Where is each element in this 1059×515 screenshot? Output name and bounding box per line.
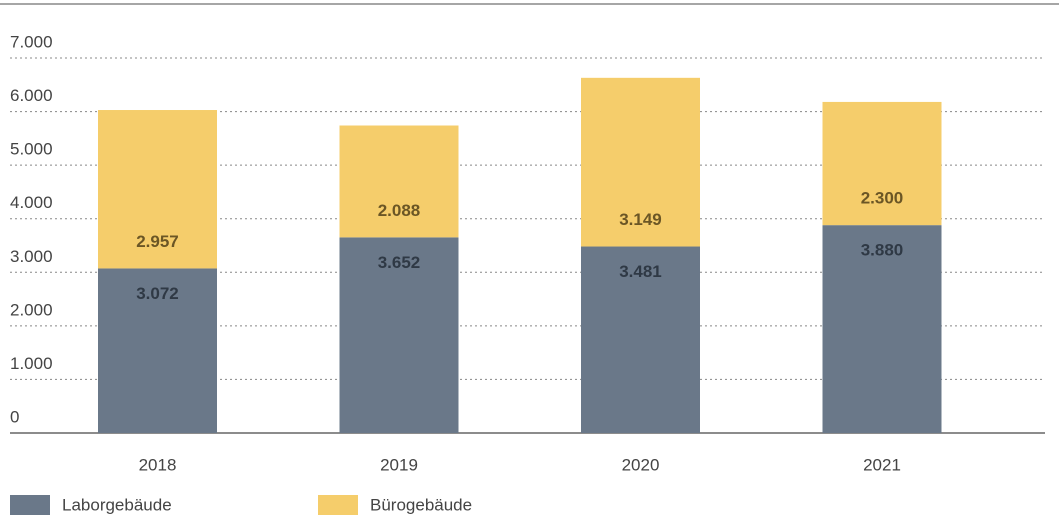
data-label: 2.088 [378,201,421,220]
bar-segment [581,246,700,433]
bar-segment [98,110,217,269]
x-tick-label: 2021 [863,455,901,474]
legend-swatch [10,495,50,515]
data-label: 3.481 [619,262,662,281]
bar-segment [339,237,459,433]
y-tick-label: 4.000 [10,193,53,212]
data-label: 3.652 [378,253,421,272]
legend-swatch [318,495,358,515]
bar-segment [339,125,459,238]
bar-segment [98,268,217,433]
x-tick-label: 2019 [380,455,418,474]
y-tick-label: 6.000 [10,86,53,105]
x-tick-label: 2020 [622,455,660,474]
y-tick-label: 0 [10,407,19,426]
legend-label: Bürogebäude [370,495,472,514]
data-label: 2.300 [861,189,904,208]
x-tick-label: 2018 [139,455,177,474]
y-tick-label: 2.000 [10,300,53,319]
y-tick-label: 5.000 [10,140,53,159]
legend-label: Laborgebäude [62,495,172,514]
data-label: 3.072 [136,284,179,303]
y-tick-label: 3.000 [10,247,53,266]
data-label: 3.149 [619,210,662,229]
y-tick-label: 7.000 [10,32,53,51]
data-label: 2.957 [136,232,179,251]
bar-segment [822,225,942,433]
data-label: 3.880 [861,241,904,260]
bar-segment [822,101,942,226]
y-tick-label: 1.000 [10,354,53,373]
bar-segment [581,77,700,247]
